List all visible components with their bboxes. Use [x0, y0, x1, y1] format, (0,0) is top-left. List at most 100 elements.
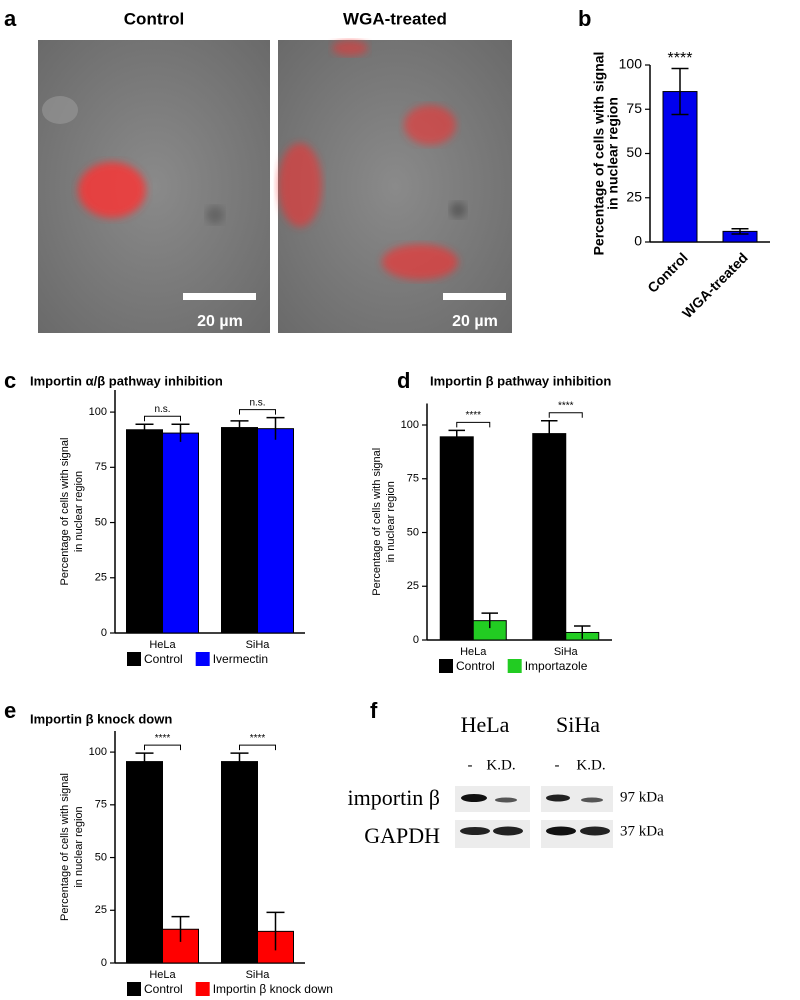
y-axis-label: Percentage of cells with signal [59, 773, 71, 921]
legend-swatch [439, 659, 453, 673]
y-axis-label: in nuclear region [605, 97, 621, 210]
y-axis-label: in nuclear region [73, 471, 85, 552]
y-tick-label: 0 [413, 634, 419, 646]
lane-label: K.D. [576, 757, 605, 773]
x-tick-label: SiHa [246, 639, 271, 651]
legend-swatch [507, 659, 522, 673]
x-tick-label: SiHa [246, 969, 271, 981]
error-bar [541, 419, 558, 447]
significance-label: **** [668, 50, 693, 67]
significance-bracket [239, 744, 276, 751]
y-tick-label: 100 [401, 419, 419, 431]
y-tick-label: 100 [619, 56, 643, 72]
y-tick-label: 50 [95, 851, 107, 863]
row-label: GAPDH [364, 823, 440, 848]
bar [126, 761, 163, 964]
error-bar [574, 625, 591, 639]
bar [257, 428, 294, 634]
significance-label: **** [558, 400, 574, 411]
y-tick-label: 100 [89, 746, 107, 758]
western-blot: HeLa SiHa - K.D. - K.D. importin β GAPDH… [348, 712, 665, 848]
lane-label: - [555, 757, 560, 773]
panel-letter: f [370, 698, 378, 723]
error-bar [135, 423, 154, 436]
bar [221, 427, 258, 634]
significance-bracket [548, 412, 583, 418]
error-bar [731, 227, 749, 235]
y-tick-label: 50 [407, 526, 419, 538]
y-tick-label: 25 [626, 188, 642, 204]
y-axis-label: in nuclear region [385, 481, 397, 562]
significance-label: **** [155, 733, 171, 744]
y-tick-label: 25 [95, 572, 107, 584]
panel-letter: d [397, 368, 410, 393]
legend-label: Control [456, 659, 495, 673]
y-tick-label: 0 [101, 957, 107, 969]
chart-title: Importin β pathway inhibition [430, 373, 611, 388]
significance-bracket [144, 744, 181, 751]
legend-label: Control [144, 982, 183, 996]
scale-bar-label: 20 µm [197, 313, 243, 330]
lane-label: - [468, 757, 473, 773]
x-tick-label: SiHa [554, 646, 579, 658]
bar [532, 433, 567, 641]
panel-letter: b [578, 6, 591, 31]
scale-bar-label: 20 µm [452, 313, 498, 330]
error-bar [481, 612, 498, 629]
y-tick-label: 100 [89, 406, 107, 418]
row-label: importin β [348, 785, 440, 810]
error-bar [448, 429, 465, 444]
legend-swatch [195, 982, 210, 996]
y-tick-label: 75 [95, 461, 107, 473]
y-tick-label: 0 [634, 233, 642, 249]
y-tick-label: 50 [95, 516, 107, 528]
micrograph: 20 µm [38, 40, 270, 333]
cell-line: HeLa [461, 712, 510, 737]
legend-label: Control [144, 652, 183, 666]
y-tick-label: 0 [101, 627, 107, 639]
bar [221, 761, 258, 964]
significance-bracket [239, 409, 276, 415]
lane-label: K.D. [486, 757, 515, 773]
panel-letter: e [4, 698, 16, 723]
cell-line: SiHa [556, 712, 600, 737]
legend-label: Importin β knock down [213, 982, 333, 996]
size-label: 37 kDa [620, 823, 664, 839]
y-tick-label: 50 [626, 144, 642, 160]
legend-swatch [127, 652, 141, 666]
y-axis-label: Percentage of cells with signal [59, 438, 71, 586]
bar [439, 436, 474, 641]
bar [126, 429, 163, 634]
legend-swatch [127, 982, 141, 996]
y-axis-label: in nuclear region [73, 806, 85, 887]
y-tick-label: 25 [407, 580, 419, 592]
bar [662, 91, 698, 243]
size-label: 97 kDa [620, 789, 664, 805]
error-bar [266, 416, 285, 440]
y-axis-label: Percentage of cells with signal [591, 52, 607, 256]
image-title: Control [124, 9, 184, 28]
panel-letter: c [4, 368, 16, 393]
legend-label: Importazole [525, 659, 588, 673]
error-bar [171, 423, 190, 442]
significance-label: **** [250, 733, 266, 744]
error-bar [230, 420, 249, 435]
x-tick-label: Control [644, 249, 691, 296]
y-tick-label: 75 [407, 473, 419, 485]
legend-label: Ivermectin [213, 652, 268, 666]
y-tick-label: 25 [95, 904, 107, 916]
micrograph: 20 µm [278, 40, 512, 333]
significance-bracket [456, 421, 491, 428]
chart-title: Importin α/β pathway inhibition [30, 373, 223, 388]
x-tick-label: HeLa [149, 969, 176, 981]
significance-label: **** [465, 410, 481, 421]
significance-bracket [144, 415, 181, 422]
error-bar [230, 752, 249, 771]
legend-swatch [195, 652, 210, 666]
error-bar [171, 915, 190, 942]
y-tick-label: 75 [626, 100, 642, 116]
x-tick-label: HeLa [460, 646, 487, 658]
error-bar [671, 67, 689, 116]
bar [162, 432, 199, 634]
